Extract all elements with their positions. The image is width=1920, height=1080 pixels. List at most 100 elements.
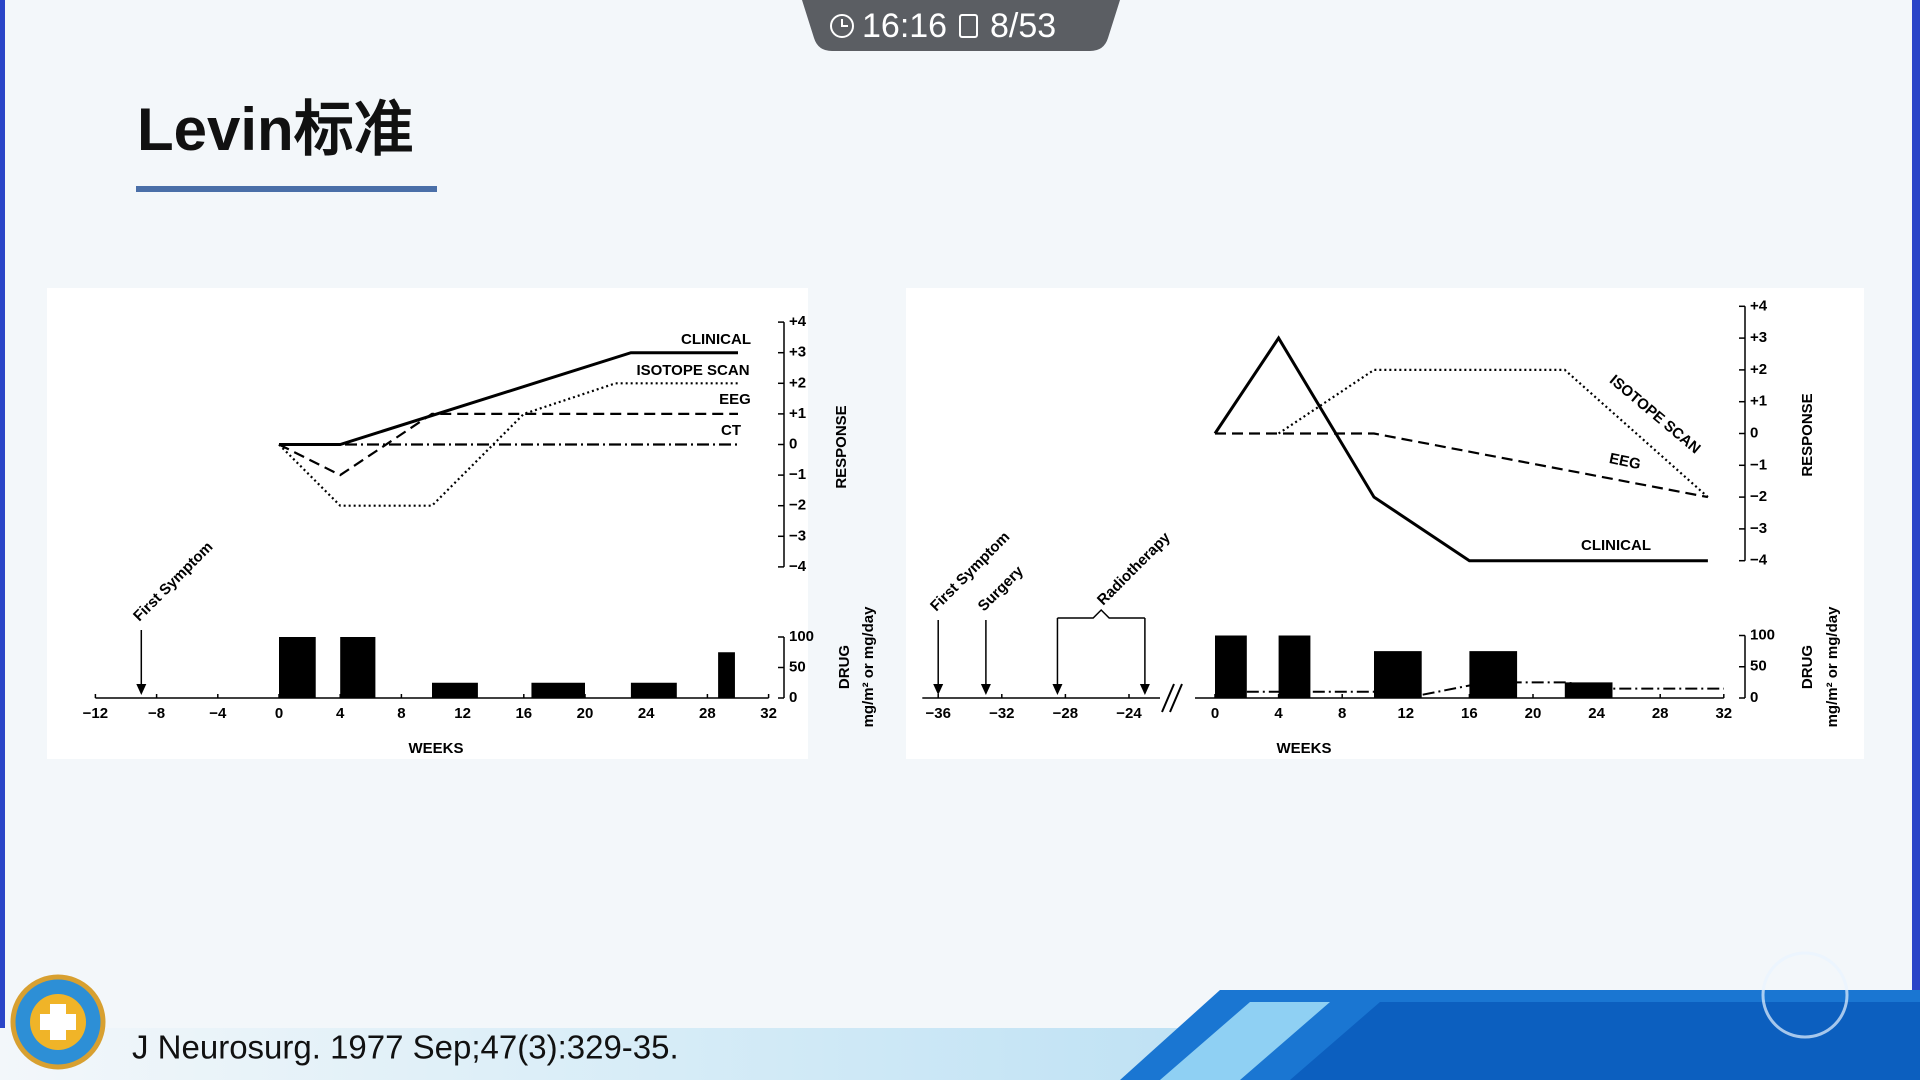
annotation-bracket — [1057, 608, 1145, 619]
y-tick-label: −4 — [789, 558, 807, 575]
axis-break — [1161, 683, 1183, 713]
arrow-head — [980, 684, 991, 695]
drug-bar — [1564, 682, 1613, 698]
slide-edge — [0, 0, 5, 1080]
y-tick-label: +1 — [1750, 393, 1767, 410]
y-axis-label: RESPONSE — [833, 405, 850, 488]
arrow-head — [136, 684, 147, 695]
x-tick-label: −12 — [83, 705, 108, 722]
arrow-head — [933, 684, 944, 695]
drug-bar — [718, 652, 735, 698]
slide-edge — [1912, 0, 1920, 1080]
y-tick-label: +4 — [1750, 297, 1768, 314]
drug-line — [1246, 681, 1724, 696]
y-tick-label: −2 — [789, 497, 806, 514]
y-tick-label: +2 — [1750, 361, 1767, 378]
slide-title: Levin标准 — [137, 96, 414, 163]
x-tick-label: 12 — [1397, 705, 1414, 722]
y2-tick-label: 0 — [1750, 689, 1758, 706]
clock-icon — [830, 14, 854, 38]
x-axis-label: WEEKS — [1276, 740, 1331, 757]
x-tick-label: 24 — [638, 705, 655, 722]
x-tick-label: 16 — [1461, 705, 1478, 722]
x-tick-label: 24 — [1588, 705, 1605, 722]
x-tick-label: 28 — [1652, 705, 1669, 722]
response-line — [1277, 368, 1709, 498]
y2-tick-label: 50 — [789, 658, 806, 675]
x-tick-label: 0 — [1211, 705, 1219, 722]
response-line — [1215, 432, 1709, 499]
x-tick-label: 8 — [397, 705, 405, 722]
watermark — [1761, 951, 1849, 1039]
y2-tick-label: 100 — [789, 628, 814, 645]
drug-bar — [630, 682, 677, 698]
y2-axis-label: DRUG — [836, 645, 853, 689]
y-tick-label: +3 — [789, 344, 806, 361]
x-tick-label: 20 — [577, 705, 594, 722]
x-tick-label: 4 — [336, 705, 345, 722]
x-axis-label: WEEKS — [408, 740, 463, 757]
arrow-head — [1052, 684, 1063, 695]
x-tick-label: 16 — [515, 705, 532, 722]
y-tick-label: +3 — [1750, 329, 1767, 346]
x-tick-label: 32 — [760, 705, 777, 722]
y2-axis-label: DRUG — [1799, 645, 1816, 689]
title-underline — [136, 186, 437, 192]
status-time: 16:16 — [862, 7, 947, 45]
x-tick-label: 4 — [1274, 705, 1283, 722]
y-tick-label: −1 — [789, 466, 806, 483]
drug-bar — [1215, 635, 1247, 698]
drug-bar — [531, 682, 585, 698]
drug-bar — [1469, 651, 1518, 698]
y-tick-label: −2 — [1750, 488, 1767, 505]
x-tick-label: −28 — [1053, 705, 1078, 722]
y-axis-label: RESPONSE — [1799, 393, 1816, 476]
x-tick-label: −8 — [148, 705, 165, 722]
response-line — [278, 412, 738, 477]
series-label: CT — [721, 422, 741, 439]
x-tick-label: −24 — [1116, 705, 1142, 722]
x-tick-label: −4 — [209, 705, 227, 722]
series-label: ISOTOPE SCAN — [636, 362, 749, 379]
y2-axis-unit: mg/m² or mg/day — [1824, 606, 1841, 728]
arrow-head — [1139, 684, 1150, 695]
y-tick-label: −3 — [1750, 520, 1767, 537]
x-tick-label: 0 — [275, 705, 283, 722]
y-tick-label: −1 — [1750, 456, 1767, 473]
page-icon — [959, 14, 978, 38]
x-tick-label: −32 — [989, 705, 1014, 722]
y-tick-label: 0 — [789, 435, 797, 452]
logo-cross — [40, 1004, 76, 1040]
y-tick-label: 0 — [1750, 424, 1758, 441]
drug-bar — [1374, 651, 1422, 698]
y-tick-label: −4 — [1750, 552, 1768, 569]
response-line — [278, 382, 738, 507]
y2-tick-label: 100 — [1750, 626, 1775, 643]
drug-bar — [1278, 635, 1311, 698]
y-tick-label: +4 — [789, 313, 807, 330]
x-tick-label: 20 — [1525, 705, 1542, 722]
y-tick-label: +2 — [789, 374, 806, 391]
y2-tick-label: 0 — [789, 689, 797, 706]
drug-bar — [432, 682, 478, 698]
clock-hand — [841, 19, 848, 27]
series-label: EEG — [1608, 450, 1643, 473]
x-tick-label: 32 — [1715, 705, 1732, 722]
status-page: 8/53 — [990, 7, 1056, 45]
footer-shape — [1290, 1002, 1920, 1080]
y2-tick-label: 50 — [1750, 658, 1767, 675]
citation: J Neurosurg. 1977 Sep;47(3):329-35. — [132, 1029, 679, 1066]
y-tick-label: −3 — [789, 527, 806, 544]
response-line — [1213, 335, 1708, 563]
series-label: CLINICAL — [1581, 537, 1651, 554]
x-tick-label: 28 — [699, 705, 716, 722]
x-tick-label: −36 — [925, 705, 950, 722]
series-label: EEG — [719, 391, 751, 408]
footer-shape — [1160, 1002, 1330, 1080]
x-tick-label: 8 — [1338, 705, 1346, 722]
y2-axis-unit: mg/m² or mg/day — [860, 606, 877, 728]
drug-bar — [279, 637, 316, 698]
chart-panel — [47, 288, 808, 759]
